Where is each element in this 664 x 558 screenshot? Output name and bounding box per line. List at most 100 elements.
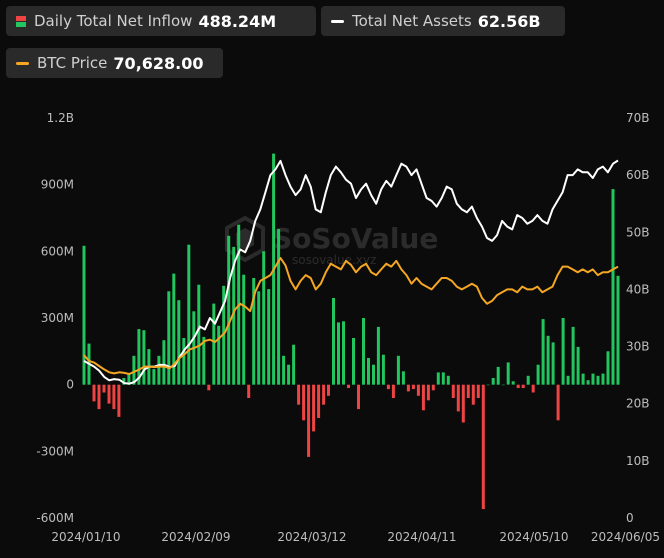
x-tick-label: 2024/03/12: [277, 530, 346, 544]
right-tick-label: 0: [626, 511, 634, 525]
legend-btc-label: BTC Price: [37, 54, 108, 72]
inflow-bar: [441, 372, 445, 385]
left-tick-label: 0: [66, 378, 74, 392]
left-tick-label: 1.2B: [47, 111, 74, 125]
watermark-url: sosovalue.xyz: [292, 253, 376, 267]
right-tick-label: 50B: [626, 225, 650, 239]
assets-line-icon: [331, 19, 344, 23]
inflow-bar: [506, 362, 510, 385]
inflow-bar: [411, 384, 415, 390]
inflow-bar: [122, 378, 126, 385]
inflow-bar: [172, 273, 176, 385]
inflow-bars: [82, 153, 620, 510]
inflow-bar: [347, 384, 350, 388]
inflow-bar: [461, 384, 465, 423]
x-tick-label: 2024/06/05: [591, 530, 660, 544]
inflow-bar: [127, 373, 131, 385]
inflow-bar: [541, 319, 545, 385]
inflow-square-icon: [16, 15, 26, 27]
inflow-bar: [466, 384, 470, 398]
inflow-bar: [376, 326, 380, 385]
inflow-bar: [177, 300, 181, 385]
inflow-bar: [92, 384, 96, 402]
legend-assets[interactable]: Total Net Assets 62.56B: [321, 6, 565, 36]
right-tick-label: 40B: [626, 282, 650, 296]
inflow-bar: [302, 384, 306, 421]
inflow-bar: [471, 384, 475, 405]
inflow-bar: [616, 275, 620, 385]
inflow-bar: [421, 384, 425, 411]
inflow-bar: [556, 384, 560, 421]
inflow-bar: [102, 384, 106, 393]
inflow-bar: [536, 364, 540, 385]
x-axis: 2024/01/10 2024/02/09 2024/03/12 2024/04/11…: [51, 530, 660, 544]
inflow-bar: [322, 384, 326, 405]
right-tick-label: 70B: [626, 111, 650, 125]
inflow-bar: [167, 291, 171, 385]
inflow-bar: [576, 346, 580, 385]
legend-assets-label: Total Net Assets: [352, 12, 472, 30]
legend-inflow[interactable]: Daily Total Net Inflow 488.24M: [6, 6, 316, 36]
inflow-bar: [546, 335, 550, 385]
inflow-bar: [232, 246, 236, 385]
inflow-bar: [591, 373, 595, 385]
left-tick-label: -300M: [36, 444, 74, 458]
legend-inflow-label: Daily Total Net Inflow: [34, 12, 193, 30]
legend-btc-value: 70,628.00: [113, 53, 204, 73]
inflow-bar: [586, 380, 590, 385]
inflow-bar: [217, 325, 221, 385]
inflow-bar: [142, 330, 146, 385]
inflow-bar: [372, 364, 375, 385]
inflow-bar: [252, 278, 256, 385]
inflow-bar: [352, 338, 355, 385]
inflow-bar: [526, 375, 530, 385]
left-tick-label: 600M: [41, 244, 74, 258]
watermark: SoSoValue sosovalue.xyz: [225, 215, 438, 267]
inflow-bar: [596, 375, 600, 385]
legend-inflow-value: 488.24M: [198, 11, 277, 31]
x-tick-label: 2024/01/10: [51, 530, 120, 544]
right-tick-label: 20B: [626, 397, 650, 411]
inflow-bar: [446, 375, 450, 385]
inflow-bar: [451, 384, 455, 398]
inflow-bar: [287, 364, 291, 385]
inflow-bar: [426, 384, 430, 401]
inflow-bar: [292, 344, 296, 385]
inflow-bar: [381, 354, 385, 385]
inflow-bar: [342, 321, 345, 385]
legend-btc[interactable]: BTC Price 70,628.00: [6, 48, 223, 78]
inflow-bar: [386, 384, 390, 390]
right-axis: 70B 60B 50B 40B 30B 20B 10B 0: [626, 111, 650, 525]
inflow-bar: [137, 329, 141, 385]
btc-price-line: [83, 257, 619, 375]
x-tick-label: 2024/04/11: [387, 530, 456, 544]
inflow-bar: [436, 372, 440, 385]
inflow-bar: [117, 384, 121, 417]
inflow-bar: [202, 336, 206, 385]
inflow-bar: [601, 373, 605, 385]
inflow-bar: [401, 371, 405, 385]
inflow-bar: [82, 245, 86, 385]
inflow-bar: [247, 384, 251, 398]
inflow-bar: [327, 384, 330, 396]
inflow-bar: [207, 384, 211, 391]
inflow-bar: [511, 381, 515, 385]
x-tick-label: 2024/05/10: [499, 530, 568, 544]
inflow-bar: [531, 384, 535, 393]
inflow-bar: [262, 251, 266, 385]
inflow-bar: [391, 384, 395, 398]
left-tick-label: -600M: [36, 511, 74, 525]
inflow-bar: [277, 229, 281, 385]
inflow-bar: [332, 298, 335, 385]
inflow-bar: [431, 384, 435, 391]
inflow-bar: [561, 318, 565, 385]
inflow-bar: [267, 289, 271, 385]
inflow-bar: [212, 303, 216, 385]
inflow-bar: [187, 244, 191, 385]
inflow-bar: [581, 373, 585, 385]
inflow-bar: [367, 358, 370, 385]
right-tick-label: 10B: [626, 454, 650, 468]
inflow-bar: [157, 355, 161, 385]
btc-line-icon: [16, 61, 29, 65]
